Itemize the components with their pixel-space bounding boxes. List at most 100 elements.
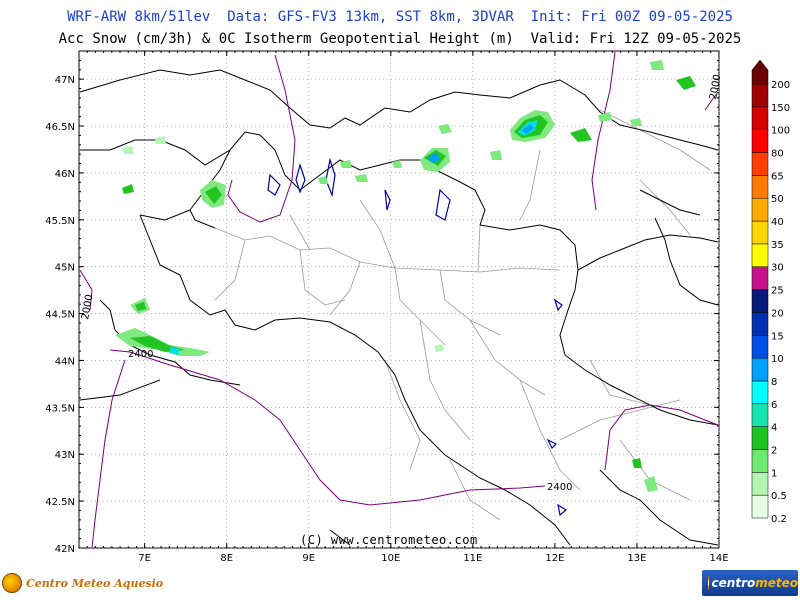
lon-tick-label: 10E [381,553,400,564]
legend-swatch [751,357,769,382]
legend-swatch [751,403,769,427]
legend-label: 6 [771,400,777,411]
snow-patch-aosta [200,180,226,208]
legend-label: 2 [771,445,777,456]
snow-patch-small [676,76,696,90]
lat-tick-label: 45.5N [45,216,75,227]
copyright-text: (C) www.centrometeo.com [300,533,478,547]
map-subtitle: Acc Snow (cm/3h) & 0C Isotherm Geopotent… [58,31,742,47]
legend-colorbar: 0.2 0.5 1 2 4 6 8 10 15 20 25 30 35 40 50 65 80 100 150 200 [751,59,790,525]
right-logo-suffix: meteo [755,576,798,590]
legend-swatch [751,494,769,519]
left-logo[interactable]: Centro Meteo Aquesio [2,570,163,596]
snow-patch-eastern-alps [510,110,555,142]
legend-swatch [751,243,769,267]
right-logo[interactable]: centrometeo [702,570,798,596]
legend-label: 4 [771,423,777,434]
legend-swatch [751,426,769,450]
legend-swatch [751,152,769,176]
legend-swatch [751,266,769,290]
legend-swatch [751,59,769,85]
legend-swatch [751,129,769,153]
lon-tick-label: 13E [627,553,646,564]
sun-logo-icon [2,573,22,593]
lat-tick-label: 44N [55,356,75,367]
legend-label: 200 [771,80,790,91]
legend-label: 25 [771,286,784,297]
isotherm-label: 2000 [708,74,723,101]
legend-label: 20 [771,308,784,319]
coastline-borders [79,69,719,546]
lon-tick-label: 7E [138,553,151,564]
snow-patch-small [318,176,328,184]
legend-swatch [751,83,769,108]
snow-patch-small [598,112,612,122]
snow-patch-small [570,128,592,142]
snow-patch-western-alps-south [115,328,210,356]
lat-tick-label: 46.5N [45,122,75,133]
snow-patch-small [434,344,444,352]
legend-swatch [751,472,769,496]
legend-swatch [751,175,769,199]
legend-label: 100 [771,126,790,137]
legend-label: 150 [771,103,790,114]
legend-label: 15 [771,331,784,342]
legend-swatch [751,380,769,405]
lat-tick-label: 43N [55,450,75,461]
map-title: WRF-ARW 8km/51lev Data: GFS-FV3 13km, SS… [67,9,733,25]
axis-ticks [78,51,720,549]
left-logo-text: Centro Meteo Aquesio [26,576,164,590]
legend-swatch [751,289,769,313]
lon-tick-label: 14E [709,553,728,564]
isotherm-contours [79,51,719,549]
snow-patch-small [650,60,664,70]
snow-patch-western-alps-north [130,298,150,314]
legend-swatch [751,197,769,222]
lakes [267,157,568,517]
legend-swatch [751,335,769,359]
legend-label: 40 [771,217,784,228]
legend-label: 1 [771,468,777,479]
lat-tick-label: 47N [55,75,75,86]
legend-swatch [751,220,769,245]
right-logo-prefix: centro [711,576,756,590]
snow-patch-small [632,458,642,468]
legend-label: 30 [771,263,784,274]
snow-patch-small [644,476,658,492]
snow-patch-small [490,150,502,160]
axis-tick-labels: 7E 8E 9E 10E 11E 12E 13E 14E 42N 42.5N 43N 43.5N 44N… [45,75,728,564]
snow-patch-small [355,174,368,182]
legend-swatch [751,312,769,336]
snowfall-areas [115,60,696,492]
snow-patch-central-alps [420,148,450,172]
centrometeo-logo-icon [708,576,709,590]
legend-swatch [751,449,769,473]
right-logo-text: centrometeo [712,576,798,590]
lon-tick-label: 11E [463,553,482,564]
lat-tick-label: 43.5N [45,403,75,414]
legend-label: 80 [771,149,784,160]
regional-borders [214,109,711,521]
lon-tick-label: 8E [220,553,233,564]
lon-tick-label: 9E [302,553,315,564]
legend-label: 0.2 [771,514,787,525]
lat-tick-label: 42.5N [45,497,75,508]
lat-tick-label: 45N [55,263,75,274]
snow-patch-small [340,160,352,168]
legend-label: 35 [771,240,784,251]
snow-patch-small [630,118,642,126]
snow-patch-small [438,124,452,134]
snow-patch-small [122,146,134,154]
lat-tick-label: 46N [55,169,75,180]
legend-label: 0.5 [771,491,787,502]
legend-swatch [751,106,769,130]
legend-label: 65 [771,171,784,182]
snow-patch-small [155,136,166,144]
lon-tick-label: 12E [545,553,564,564]
legend-label: 8 [771,377,777,388]
snow-patch-small [392,160,402,168]
legend-label: 50 [771,194,784,205]
isotherm-label: 2400 [128,349,153,360]
snow-patch-small [122,184,134,194]
